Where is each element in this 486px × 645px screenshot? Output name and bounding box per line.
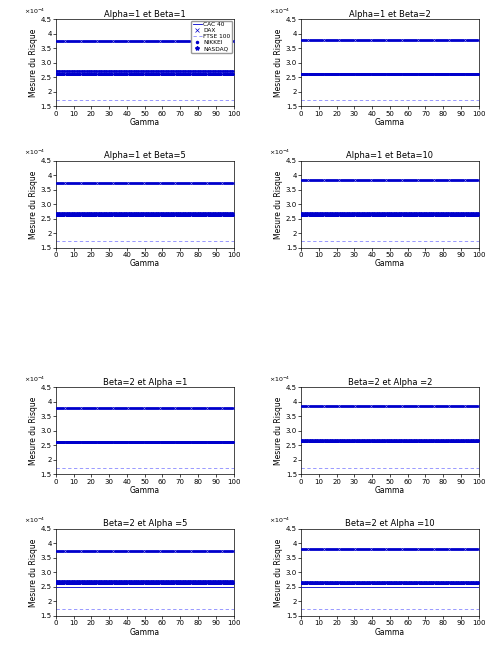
Y-axis label: Mesure du Risque: Mesure du Risque [29, 397, 38, 465]
Title: Beta=2 et Alpha =2: Beta=2 et Alpha =2 [347, 377, 432, 386]
Title: Beta=2 et Alpha =10: Beta=2 et Alpha =10 [345, 519, 434, 528]
X-axis label: Gamma: Gamma [130, 486, 160, 495]
Text: $\times10^{-4}$: $\times10^{-4}$ [269, 6, 291, 16]
X-axis label: Gamma: Gamma [130, 118, 160, 127]
Title: Alpha=1 et Beta=2: Alpha=1 et Beta=2 [349, 10, 431, 19]
Title: Alpha=1 et Beta=1: Alpha=1 et Beta=1 [104, 10, 186, 19]
Y-axis label: Mesure du Risque: Mesure du Risque [29, 170, 38, 239]
Title: Beta=2 et Alpha =5: Beta=2 et Alpha =5 [103, 519, 187, 528]
Text: $\times10^{-4}$: $\times10^{-4}$ [269, 148, 291, 157]
Title: Alpha=1 et Beta=10: Alpha=1 et Beta=10 [347, 151, 434, 160]
Y-axis label: Mesure du Risque: Mesure du Risque [274, 28, 283, 97]
X-axis label: Gamma: Gamma [375, 118, 405, 127]
Text: $\times10^{-4}$: $\times10^{-4}$ [24, 148, 45, 157]
Text: $\times10^{-4}$: $\times10^{-4}$ [24, 516, 45, 526]
Y-axis label: Mesure du Risque: Mesure du Risque [274, 397, 283, 465]
Y-axis label: Mesure du Risque: Mesure du Risque [274, 539, 283, 607]
Text: $\times10^{-4}$: $\times10^{-4}$ [24, 375, 45, 384]
Text: $\times10^{-4}$: $\times10^{-4}$ [269, 375, 291, 384]
Text: $\times10^{-4}$: $\times10^{-4}$ [24, 6, 45, 16]
Title: Alpha=1 et Beta=5: Alpha=1 et Beta=5 [104, 151, 186, 160]
X-axis label: Gamma: Gamma [130, 628, 160, 637]
X-axis label: Gamma: Gamma [375, 628, 405, 637]
X-axis label: Gamma: Gamma [375, 259, 405, 268]
X-axis label: Gamma: Gamma [375, 486, 405, 495]
Y-axis label: Mesure du Risque: Mesure du Risque [29, 28, 38, 97]
X-axis label: Gamma: Gamma [130, 259, 160, 268]
Title: Beta=2 et Alpha =1: Beta=2 et Alpha =1 [103, 377, 187, 386]
Y-axis label: Mesure du Risque: Mesure du Risque [29, 539, 38, 607]
Text: $\times10^{-4}$: $\times10^{-4}$ [269, 516, 291, 526]
Y-axis label: Mesure du Risque: Mesure du Risque [274, 170, 283, 239]
Legend: CAC 40, DAX, FTSE 100, NIKKEI, NASDAQ: CAC 40, DAX, FTSE 100, NIKKEI, NASDAQ [191, 21, 232, 53]
